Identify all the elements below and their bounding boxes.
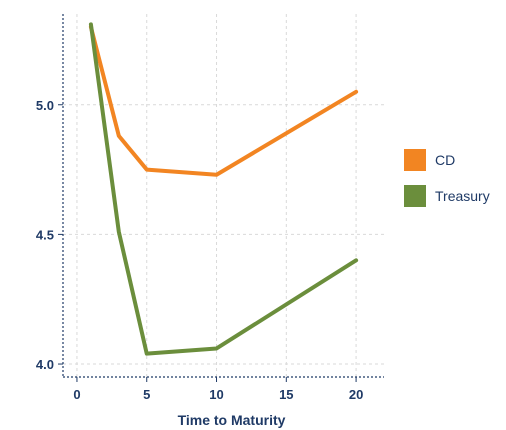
x-tick-label: 0	[73, 387, 80, 402]
series-lines	[88, 22, 359, 356]
x-tick-label: 20	[349, 387, 363, 402]
tick-labels: 0 5 10 15 20 4.0 4.5 5.0	[36, 98, 363, 402]
legend-swatch-treasury	[404, 185, 426, 207]
y-tick-label: 5.0	[36, 98, 54, 113]
axes	[62, 14, 384, 378]
series-line-cd	[88, 24, 359, 177]
x-tick-label: 5	[143, 387, 150, 402]
x-tick-label: 10	[209, 387, 223, 402]
y-tick-label: 4.0	[36, 357, 54, 372]
legend: CD Treasury	[404, 149, 490, 207]
gridlines	[63, 14, 384, 377]
y-tick-label: 4.5	[36, 227, 54, 242]
series-line-treasury	[88, 22, 359, 356]
legend-label-cd: CD	[435, 152, 455, 168]
legend-swatch-cd	[404, 149, 426, 171]
x-tick-label: 15	[279, 387, 293, 402]
x-axis-title: Time to Maturity	[178, 412, 286, 428]
legend-label-treasury: Treasury	[435, 188, 490, 204]
